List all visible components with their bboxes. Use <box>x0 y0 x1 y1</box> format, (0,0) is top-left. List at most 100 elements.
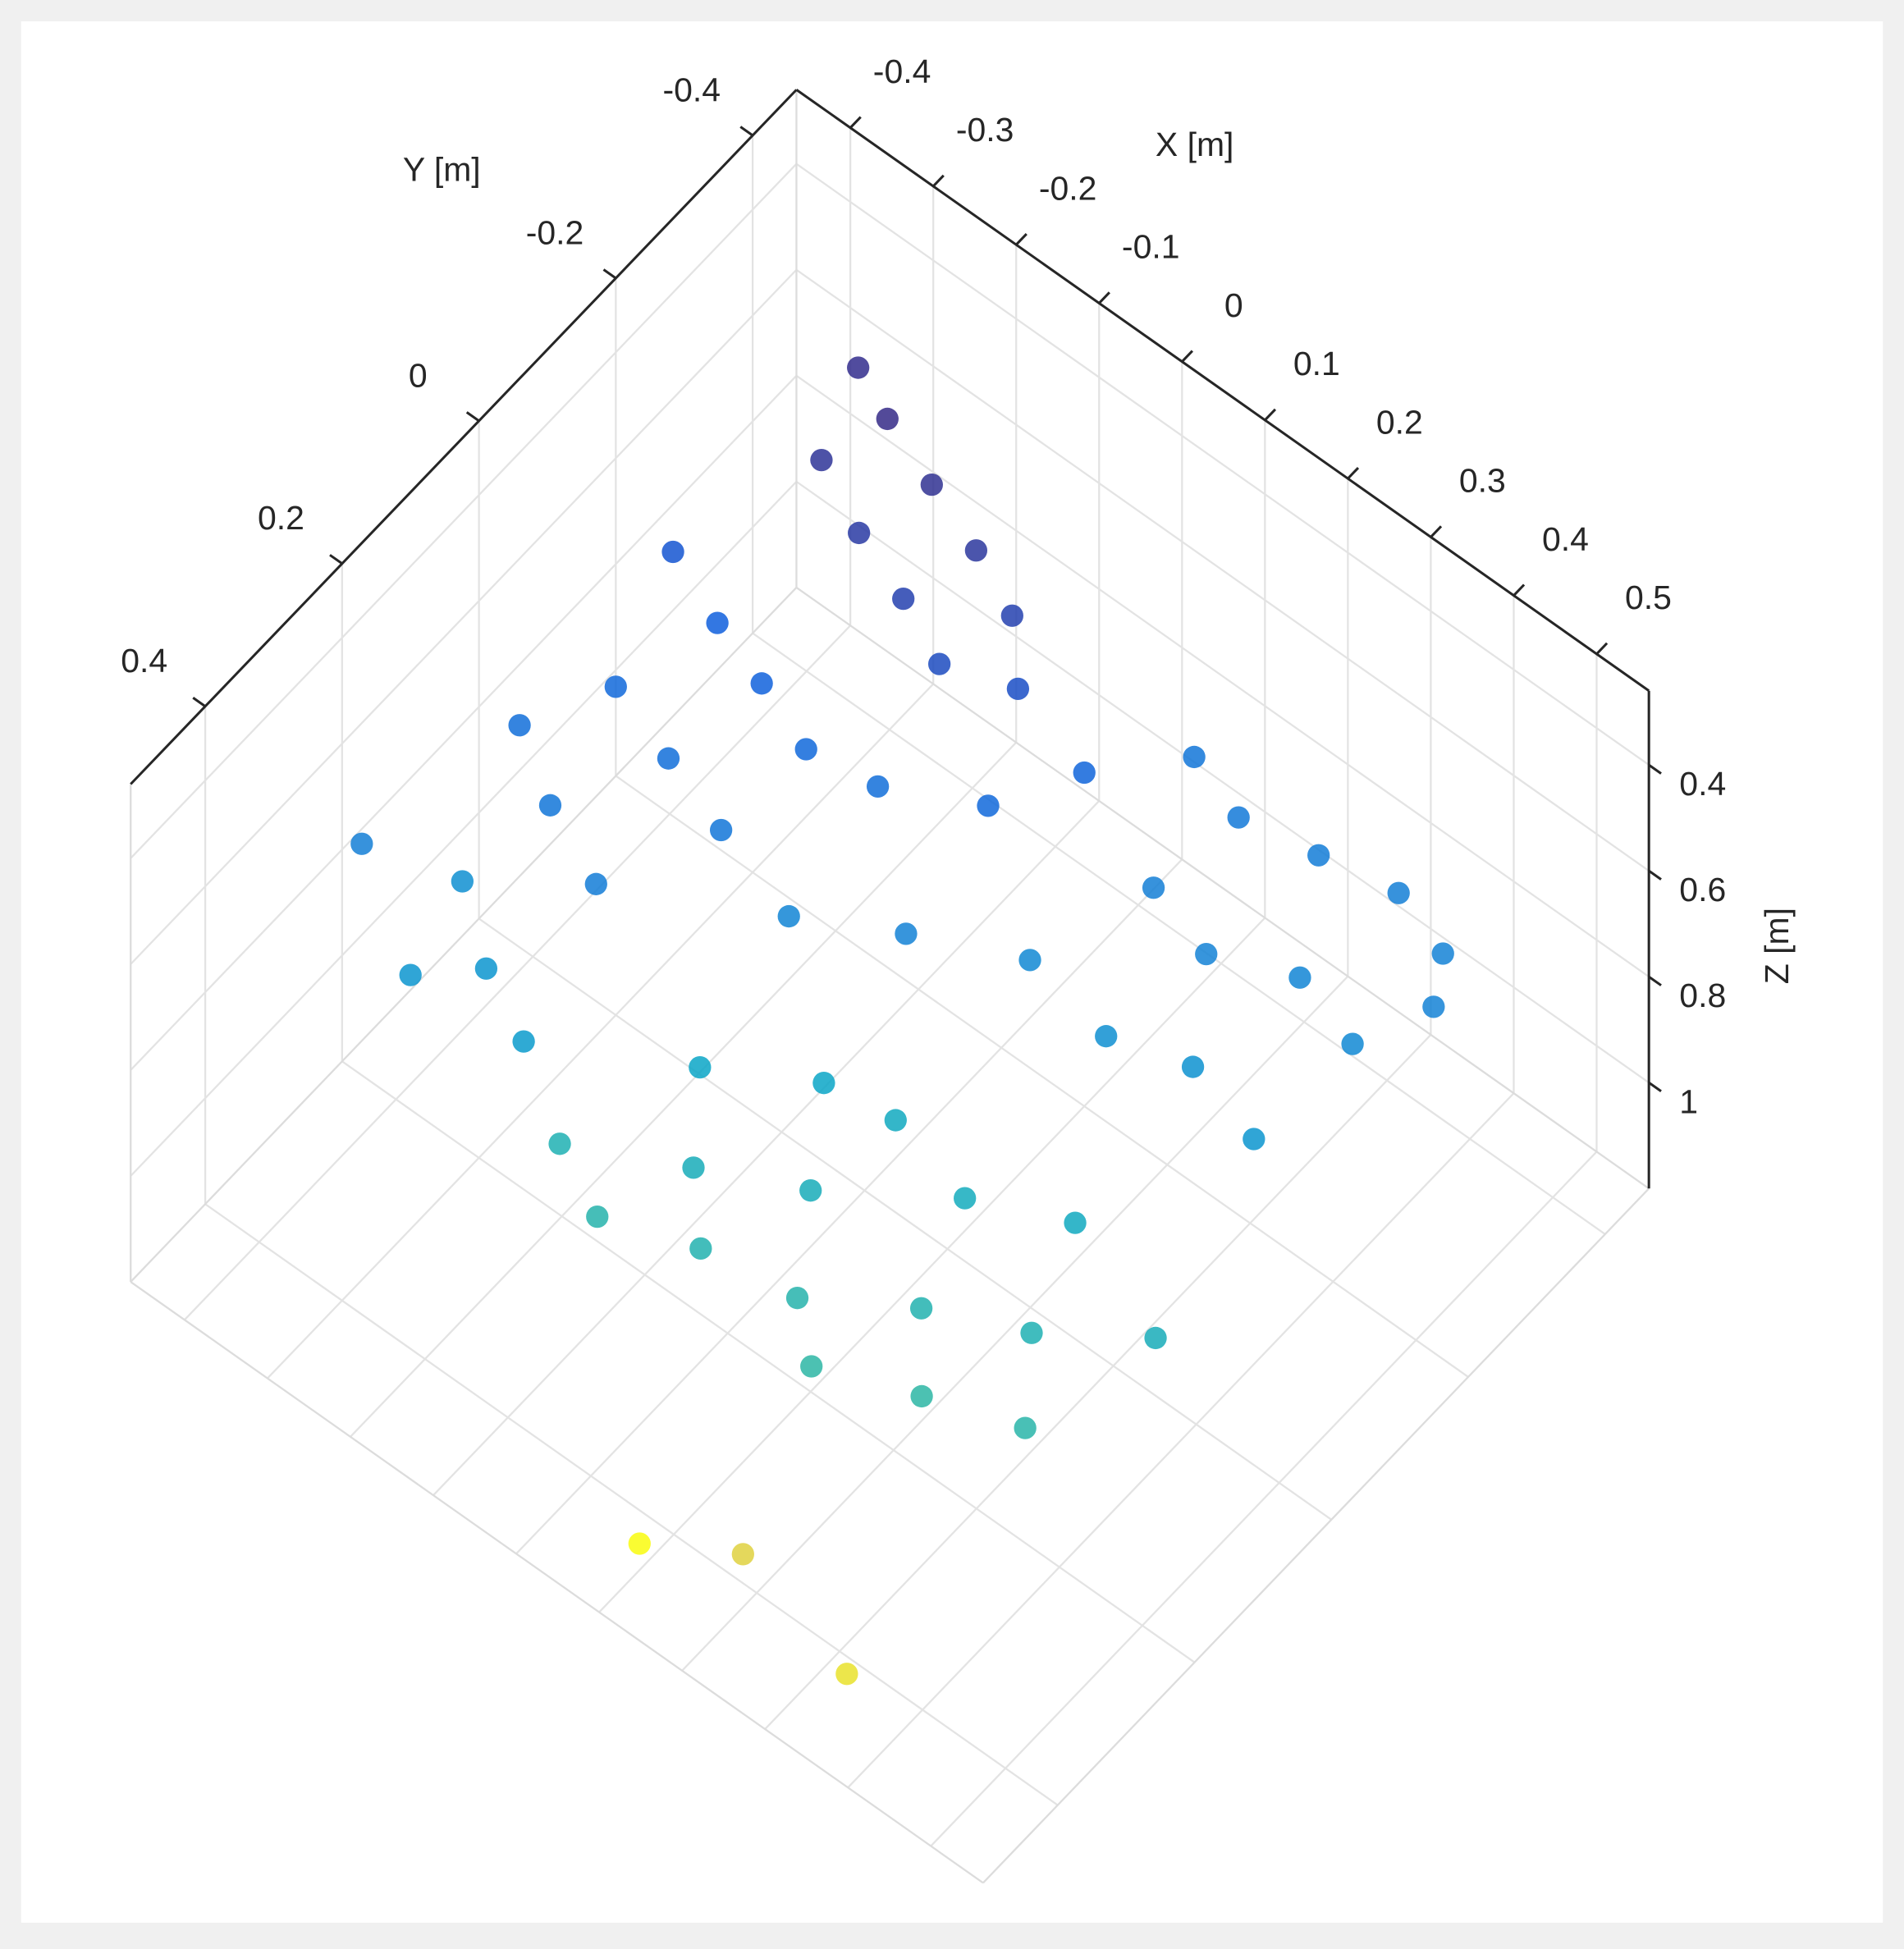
x-tick-label: 0 <box>1224 286 1243 324</box>
point <box>964 539 988 562</box>
grid-line <box>267 683 934 1379</box>
y-axis-title: Y [m] <box>403 150 481 188</box>
point <box>1387 881 1410 904</box>
point <box>1288 966 1311 989</box>
point <box>1227 806 1250 829</box>
z-tick-label: 1 <box>1679 1082 1698 1120</box>
x-axis-title: X [m] <box>1156 126 1234 163</box>
point <box>682 1156 705 1179</box>
y-tick-label: -0.4 <box>662 71 721 108</box>
grid-line <box>341 1060 1196 1663</box>
grid-line <box>795 268 1650 872</box>
grid-line <box>433 800 1101 1496</box>
grid-layer <box>130 89 1650 1884</box>
point <box>584 872 607 895</box>
grid-line <box>130 375 798 1071</box>
point <box>512 1030 535 1053</box>
point <box>1181 1055 1205 1078</box>
x-tick <box>1264 408 1277 421</box>
point <box>1144 1326 1167 1350</box>
point <box>657 747 680 770</box>
point <box>866 775 890 798</box>
point <box>777 904 800 928</box>
point <box>835 1663 858 1686</box>
point <box>1014 1416 1037 1439</box>
grid-line <box>615 775 1469 1378</box>
x-tick <box>849 116 862 129</box>
grid-line <box>598 917 1266 1613</box>
z-tick-label: 0.6 <box>1679 871 1726 908</box>
point <box>451 870 474 893</box>
grid-line <box>752 632 1606 1235</box>
point <box>709 818 733 842</box>
grid-line <box>847 1092 1515 1789</box>
point <box>689 1055 712 1079</box>
point <box>812 1072 835 1095</box>
point <box>1183 745 1206 769</box>
z-axis-title: Z [m] <box>1758 908 1796 984</box>
box-edge <box>982 1187 1650 1884</box>
plot-background <box>21 21 1883 1923</box>
axes-layer: -0.4 -0.3 -0.2 -0.1 0 0.1 0.2 0.3 0.4 0.5 -0.4 -0.2… <box>121 53 1726 1189</box>
y-tick <box>192 696 206 707</box>
point <box>848 521 871 545</box>
point <box>847 356 870 379</box>
grid-line <box>515 858 1183 1555</box>
point <box>800 1355 823 1378</box>
x-tick <box>1347 466 1360 480</box>
point <box>750 672 773 695</box>
grid-line <box>204 1203 1059 1806</box>
y-tick-label: 0.4 <box>121 642 167 679</box>
x-tick-label: -0.2 <box>1039 169 1097 207</box>
point <box>1422 995 1445 1018</box>
x-tick-label: -0.4 <box>873 53 931 90</box>
point <box>1431 942 1454 965</box>
x-axis-line <box>795 89 1650 693</box>
grid-line <box>130 268 798 965</box>
x-tick-label: 0.1 <box>1293 345 1340 382</box>
z-tick-label: 0.8 <box>1679 977 1726 1014</box>
point <box>1020 1321 1043 1344</box>
point <box>1307 844 1330 867</box>
point <box>895 922 918 945</box>
point <box>799 1179 822 1202</box>
x-tick <box>1595 642 1609 655</box>
x-tick <box>1015 232 1028 246</box>
points-layer <box>350 356 1454 1686</box>
x-tick-label: -0.3 <box>956 111 1014 149</box>
grid-line <box>130 481 798 1177</box>
point <box>892 587 915 611</box>
point <box>508 714 531 737</box>
point <box>977 794 1000 817</box>
point <box>928 652 951 675</box>
point <box>810 448 833 472</box>
point <box>1018 949 1041 972</box>
point <box>538 794 562 817</box>
x-tick-label: -0.1 <box>1122 228 1180 266</box>
y-tick <box>739 126 753 137</box>
point <box>474 957 498 980</box>
z-tick <box>1648 763 1662 775</box>
z-tick <box>1648 869 1662 881</box>
point <box>785 1287 809 1310</box>
point <box>689 1237 712 1260</box>
point <box>548 1132 571 1155</box>
grid-line <box>930 1151 1598 1847</box>
x-tick-label: 0.5 <box>1625 579 1672 616</box>
grid-line <box>130 162 798 859</box>
x-tick-label: 0.3 <box>1459 462 1506 500</box>
point <box>661 540 684 564</box>
point <box>399 963 422 986</box>
x-tick <box>1098 291 1110 304</box>
point <box>1243 1128 1266 1151</box>
point <box>1073 761 1096 785</box>
z-tick-label: 0.4 <box>1679 765 1726 803</box>
point <box>909 1297 933 1320</box>
x-tick <box>1181 350 1193 363</box>
z-tick <box>1648 1082 1662 1092</box>
point <box>1341 1032 1364 1055</box>
z-tick <box>1648 975 1662 986</box>
grid-line <box>350 741 1018 1438</box>
